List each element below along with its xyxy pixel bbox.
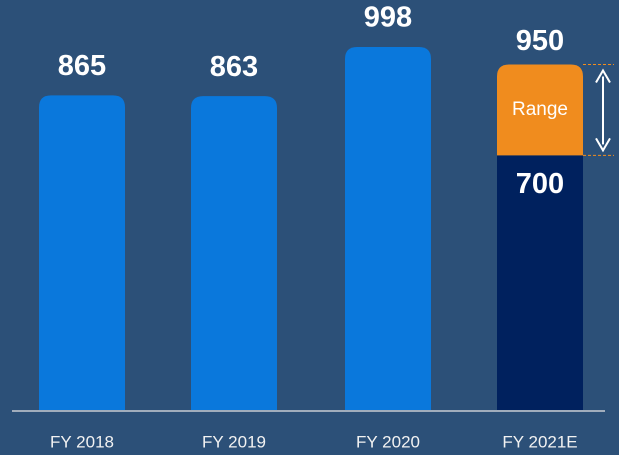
bar [191,96,277,411]
bar [345,47,431,410]
x-tick-label: FY 2021E [502,432,577,451]
value-label: 998 [364,2,412,34]
value-label: 700 [516,168,564,200]
bar [39,95,125,410]
value-label: 950 [516,25,564,57]
value-label: 865 [58,50,106,82]
x-tick-label: FY 2019 [202,432,266,451]
arrow-head [595,68,611,83]
bar [497,155,583,410]
x-tick-label: FY 2018 [50,432,114,451]
value-label: 863 [210,51,258,83]
x-tick-label: FY 2020 [356,432,420,451]
arrow-head [595,137,611,153]
range-bar [497,64,583,156]
range-label: Range [512,99,568,120]
